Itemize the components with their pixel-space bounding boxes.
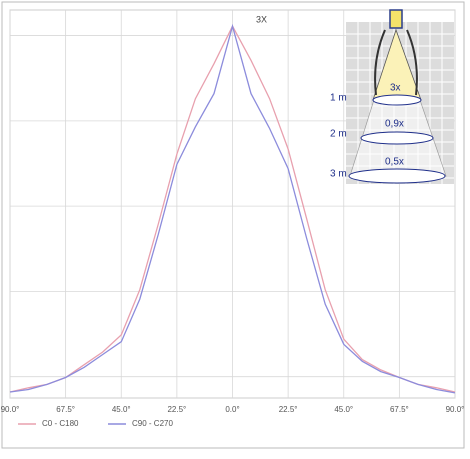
legend-label: C90 - C270	[132, 419, 173, 428]
factor-label: 3x	[390, 83, 401, 94]
x-tick-label: 45.0°	[334, 405, 353, 414]
beam-3m	[348, 168, 446, 184]
x-tick-label: 22.5°	[167, 405, 186, 414]
annotation: 3X	[256, 14, 267, 24]
x-tick-label: 67.5°	[56, 405, 75, 414]
beam-edge	[374, 29, 418, 96]
x-tick-label: 22.5°	[279, 405, 298, 414]
legend: C0 - C180 C90 - C270	[18, 419, 173, 428]
x-tick-label: 90.0°	[1, 405, 20, 414]
distance-label: 2 m	[330, 129, 347, 140]
beam-2m	[360, 131, 434, 145]
factor-label: 0,5x	[385, 157, 404, 168]
lines	[9, 23, 456, 394]
x-tick-label: 90.0°	[446, 405, 465, 414]
distance-label: 3 m	[330, 169, 347, 180]
series-line	[9, 23, 456, 394]
beam-1m	[372, 94, 422, 106]
legend-label: C0 - C180	[42, 419, 79, 428]
x-tick-label: 67.5°	[390, 405, 409, 414]
x-tick-label: 45.0°	[112, 405, 131, 414]
x-tick-label: 0.0°	[225, 405, 239, 414]
factor-label: 0,9x	[385, 119, 404, 130]
lamp	[389, 9, 403, 29]
inset: 1 m 2 m 3 m 3x 0,9x 0,5x	[330, 9, 454, 184]
distance-label: 1 m	[330, 93, 347, 104]
